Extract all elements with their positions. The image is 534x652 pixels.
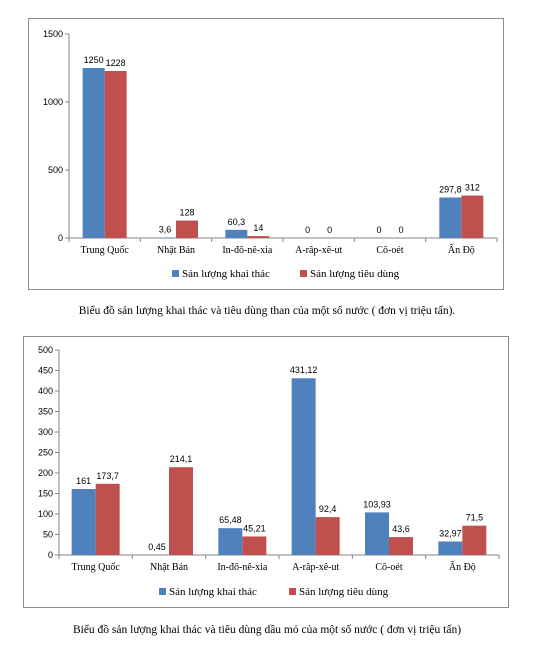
coal-chart-svg: 0 500 1000 1500 Trung Quốc 1250 1228 Nhật Bản 3,… bbox=[43, 29, 498, 280]
bar-khai-thac bbox=[438, 541, 463, 555]
legend-label: Sản lượng tiêu dùng bbox=[310, 268, 400, 280]
x-tick-label: Nhật Bản bbox=[150, 562, 188, 573]
data-label: 103,93 bbox=[363, 499, 391, 509]
y-tick-label: 1500 bbox=[43, 29, 63, 39]
data-label: 0 bbox=[376, 225, 381, 235]
coal-chart-caption: Biểu đồ sản lượng khai thác và tiêu dùng… bbox=[78, 305, 456, 317]
bar-tieu-dung bbox=[461, 195, 484, 238]
data-label: 43,6 bbox=[392, 524, 410, 534]
data-label: 173,7 bbox=[96, 471, 119, 481]
data-label: 214,1 bbox=[170, 454, 193, 464]
oil-chart-caption: Biểu đồ sản lượng khai thác và tiêu dùng… bbox=[72, 624, 462, 636]
oil-chart-svg: 0 50 100 150 200 250 300 350 400 450 500 Trung Quốc… bbox=[38, 345, 500, 598]
y-tick-label: 350 bbox=[38, 407, 53, 417]
legend-swatch bbox=[172, 270, 179, 277]
bar-khai-thac bbox=[439, 197, 462, 238]
bar-khai-thac bbox=[291, 378, 316, 555]
data-label: 312 bbox=[465, 183, 480, 193]
y-tick-label: 0 bbox=[48, 550, 53, 560]
bar-tieu-dung bbox=[95, 483, 120, 555]
data-label: 0 bbox=[327, 225, 332, 235]
y-tick-label: 250 bbox=[38, 448, 53, 458]
y-tick-label: 200 bbox=[38, 468, 53, 478]
bar-tieu-dung bbox=[462, 525, 487, 555]
legend-label: Sản lượng khai thác bbox=[169, 586, 257, 598]
data-label: 65,48 bbox=[219, 515, 242, 525]
data-label: 71,5 bbox=[466, 513, 484, 523]
bar-khai-thac bbox=[82, 68, 105, 238]
y-tick-label: 50 bbox=[43, 530, 53, 540]
bar-tieu-dung bbox=[176, 220, 198, 238]
data-label: 128 bbox=[179, 208, 194, 218]
x-tick-label: Cô-oét bbox=[376, 245, 403, 256]
y-tick-label: 450 bbox=[38, 366, 53, 376]
y-tick-label: 1000 bbox=[43, 97, 63, 107]
legend-label: Sản lượng tiêu dùng bbox=[299, 586, 389, 598]
data-label: 3,6 bbox=[159, 225, 172, 235]
bar-khai-thac bbox=[225, 229, 248, 238]
y-tick-label: 100 bbox=[38, 509, 53, 519]
x-tick-label: In-đô-nê-xia bbox=[222, 245, 273, 256]
bar-khai-thac bbox=[71, 488, 96, 555]
x-tick-label: Trung Quốc bbox=[81, 245, 130, 256]
x-tick-label: Nhật Bản bbox=[157, 245, 195, 256]
x-tick-label: Cô-oét bbox=[375, 562, 402, 573]
y-tick-label: 0 bbox=[58, 233, 63, 243]
y-tick-label: 300 bbox=[38, 427, 53, 437]
data-label: 297,8 bbox=[439, 184, 462, 194]
data-label: 92,4 bbox=[319, 504, 337, 514]
data-label: 1250 bbox=[84, 55, 104, 65]
data-label: 45,21 bbox=[243, 523, 266, 533]
x-tick-label: Trung Quốc bbox=[72, 562, 121, 573]
data-label: 0 bbox=[398, 225, 403, 235]
coal-chart: 0 500 1000 1500 Trung Quốc 1250 1228 Nhật Bản 3,… bbox=[28, 18, 504, 290]
legend-label: Sản lượng khai thác bbox=[182, 268, 270, 280]
legend-swatch bbox=[300, 270, 307, 277]
data-label: 0 bbox=[305, 225, 310, 235]
data-label: 32,97 bbox=[439, 528, 462, 538]
data-label: 14 bbox=[253, 223, 263, 233]
y-tick-label: 400 bbox=[38, 386, 53, 396]
bar-tieu-dung bbox=[315, 517, 340, 555]
bar-tieu-dung bbox=[389, 537, 413, 555]
bar-tieu-dung bbox=[104, 70, 127, 238]
x-tick-label: Ấn Độ bbox=[449, 560, 476, 573]
x-tick-label: A-râp-xê-ut bbox=[292, 562, 339, 573]
data-label: 0,45 bbox=[148, 542, 166, 552]
legend-swatch bbox=[289, 588, 296, 595]
bar-khai-thac bbox=[218, 528, 243, 555]
x-tick-label: In-đô-nê-xia bbox=[217, 562, 268, 573]
bar-khai-thac bbox=[365, 512, 389, 555]
y-tick-label: 500 bbox=[38, 345, 53, 355]
data-label: 431,12 bbox=[290, 365, 318, 375]
bar-tieu-dung bbox=[247, 236, 270, 238]
bar-tieu-dung bbox=[169, 467, 193, 555]
data-label: 161 bbox=[76, 476, 91, 486]
data-label: 60,3 bbox=[228, 217, 246, 227]
x-tick-label: Ấn Độ bbox=[448, 243, 475, 256]
legend-swatch bbox=[159, 588, 166, 595]
bar-tieu-dung bbox=[242, 536, 267, 555]
oil-chart: 0 50 100 150 200 250 300 350 400 450 500 Trung Quốc… bbox=[23, 336, 509, 608]
data-label: 1228 bbox=[106, 58, 126, 68]
y-tick-label: 150 bbox=[38, 489, 53, 499]
y-tick-label: 500 bbox=[48, 165, 63, 175]
x-tick-label: A-râp-xê-ut bbox=[295, 245, 342, 256]
